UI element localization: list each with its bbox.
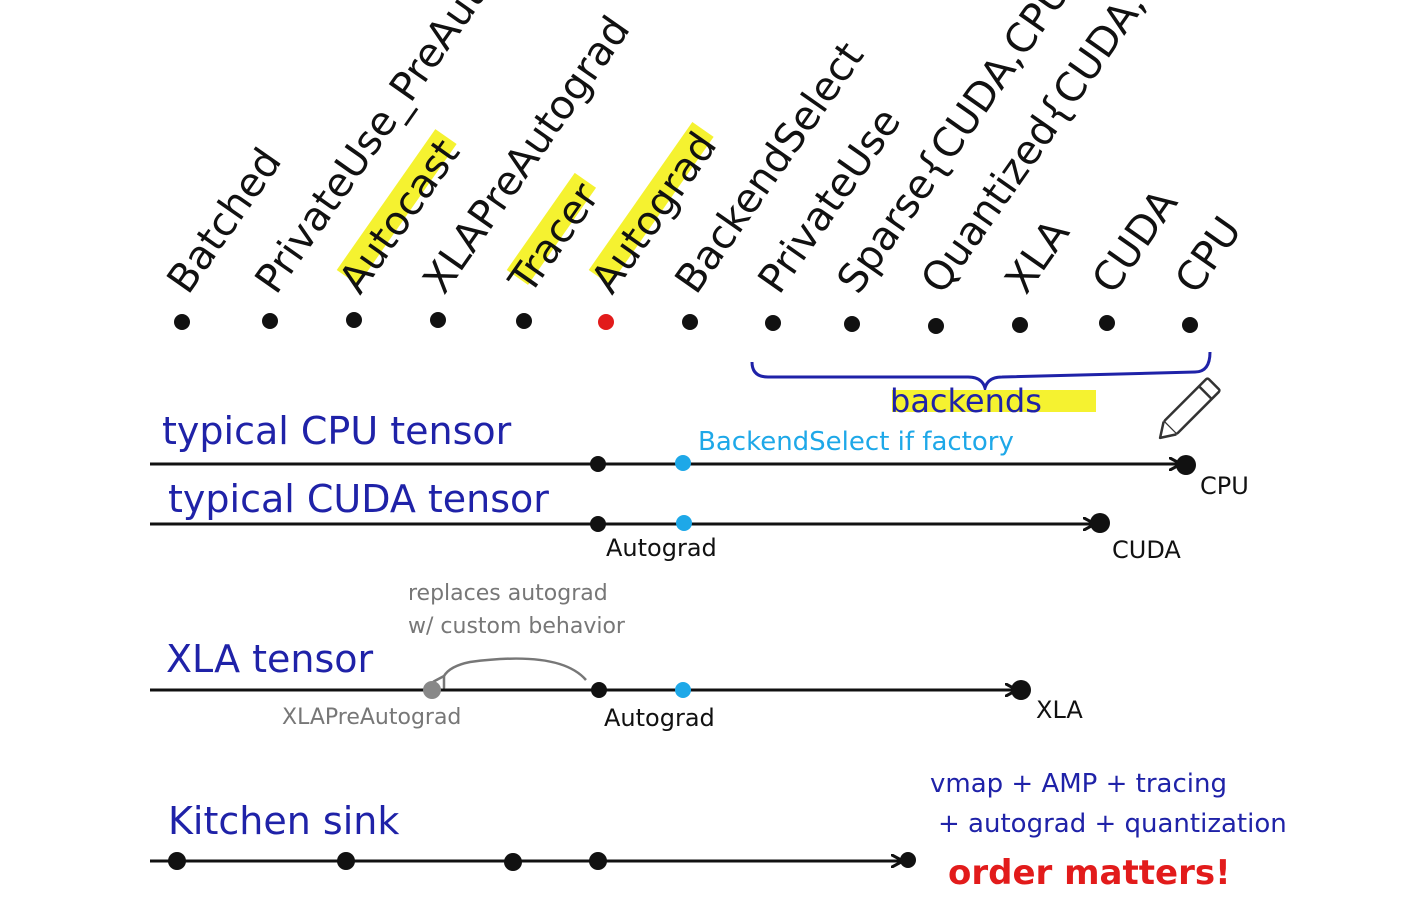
key-dot-autograd [598,314,614,330]
key-dot-privateuse-preautograd [262,313,278,329]
key-label-xla: XLA [997,211,1080,302]
cuda-row-end-label: CUDA [1112,536,1181,564]
key-dot-backendselect [682,314,698,330]
xla-row-end-label: XLA [1036,696,1083,724]
xla-row-autograd-dot [591,682,607,698]
xla-row-title: XLA tensor [166,637,374,681]
key-label-cpu: CPU [1167,209,1251,302]
dispatch-key-labels: BatchedPrivateUse_PreAutogradAutocastXLA… [159,0,1251,303]
cuda-row-autograd-dot [590,516,606,532]
key-label-cuda: CUDA [1084,181,1188,302]
xla-row-preautograd-dot [423,681,441,699]
xla-row-backendselect-dot [675,682,691,698]
backends-highlight [892,390,1096,412]
cuda-row-backendselect-dot [676,515,692,531]
cpu-row-backendselect-note: BackendSelect if factory [698,427,1014,457]
cpu-row-title: typical CPU tensor [162,409,512,453]
xla-row-autograd-label: Autograd [604,704,715,732]
key-dot-tracer [516,313,532,329]
xla-note-line2: w/ custom behavior [408,614,626,639]
xla-note-line1: replaces autograd [408,581,608,606]
key-cpu: CPU [1167,209,1251,302]
key-dot-cpu [1182,317,1198,333]
backends-label: backends [890,382,1042,420]
kitchen-row-dot-3 [504,853,522,871]
kitchen-note-line3: order matters! [948,853,1231,893]
xla-row-end-dot [1011,680,1031,700]
key-dot-sparse-cuda-cpu [844,316,860,332]
kitchen-row-title: Kitchen sink [168,799,399,843]
cpu-row-autograd-dot [590,456,606,472]
key-dot-cuda [1099,315,1115,331]
key-dot-quantized-cuda-cpu [928,318,944,334]
kitchen-row-dot-4 [589,852,607,870]
key-dot-privateuse [765,315,781,331]
key-dot-xlapreautograd [430,312,446,328]
kitchen-note-line2: + autograd + quantization [938,809,1287,839]
xla-replaces-arrow [432,657,587,689]
cpu-row-end-dot [1176,455,1196,475]
xla-row-preautograd-label: XLAPreAutograd [282,705,461,730]
key-dot-batched [174,314,190,330]
cuda-row-end-dot [1090,513,1110,533]
kitchen-row-dot-1 [168,852,186,870]
cuda-row-title: typical CUDA tensor [168,477,549,521]
key-highlight-autocast [336,129,457,285]
cpu-row-backendselect-dot [675,455,691,471]
cuda-row-autograd-label: Autograd [606,534,717,562]
dispatch-key-dots [174,312,1198,334]
key-dot-autocast [346,312,362,328]
key-xla: XLA [997,211,1080,302]
pencil-icon [1158,377,1221,440]
backends-brace [750,351,1212,394]
key-cuda: CUDA [1084,181,1188,302]
kitchen-note-line1: vmap + AMP + tracing [930,769,1227,799]
key-dot-xla [1012,317,1028,333]
kitchen-row-dot-2 [337,852,355,870]
cpu-row-end-label: CPU [1200,472,1249,500]
key-highlight-autograd [588,121,714,285]
key-highlight-tracer [506,172,597,285]
kitchen-row-end-dot [900,852,916,868]
